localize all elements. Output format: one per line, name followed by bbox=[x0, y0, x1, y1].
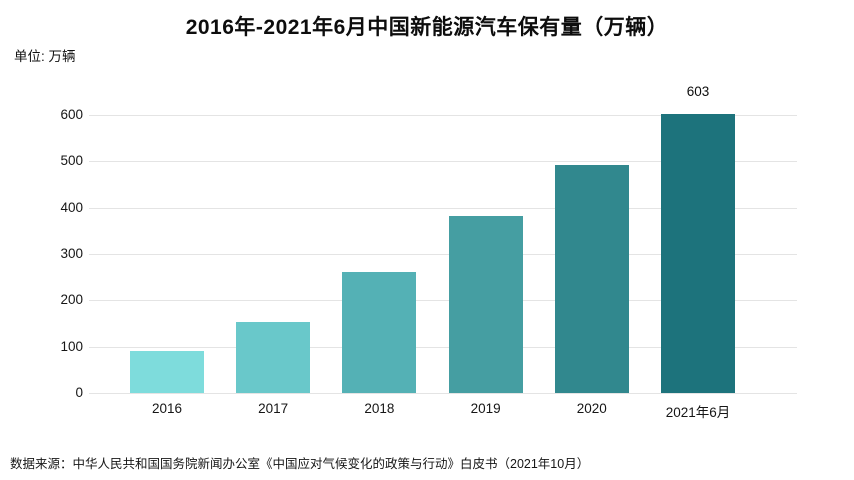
gridline-500 bbox=[89, 161, 797, 163]
bar-2020 bbox=[554, 165, 629, 393]
bar-2018 bbox=[342, 272, 417, 393]
gridline-100 bbox=[89, 346, 797, 348]
bar-2017 bbox=[236, 322, 311, 393]
gridline-600 bbox=[89, 115, 797, 116]
x-tick-label-2018: 2018 bbox=[364, 401, 395, 416]
y-tick-label-200: 200 bbox=[60, 292, 83, 308]
x-tick-label-2020: 2020 bbox=[576, 401, 607, 416]
bar-2019 bbox=[448, 216, 523, 393]
y-tick-label-0: 0 bbox=[75, 385, 83, 400]
bar-2016 bbox=[130, 350, 204, 393]
chart-title: 2016年-2021年6月中国新能源汽车保有量（万辆） bbox=[185, 16, 669, 39]
x-tick-label-2016: 2016 bbox=[151, 401, 183, 416]
y-tick-label-600: 600 bbox=[60, 107, 83, 122]
source-note: 数据来源：中华人民共和国国务院新闻办公室《中国应对气候变化的政策与行动》白皮书（… bbox=[10, 457, 590, 471]
y-axis: 0 100 200 300 400 500 600 bbox=[0, 107, 83, 400]
gridline-300 bbox=[89, 254, 797, 255]
y-tick-label-400: 400 bbox=[60, 199, 83, 215]
bar-value-label-2021年6月: 603 bbox=[686, 83, 710, 99]
plot-area: 2016 2017 2018 2019 2020 2021年6月 603 bbox=[89, 84, 797, 420]
gridline-0 bbox=[89, 393, 797, 394]
x-tick-label-2019: 2019 bbox=[470, 401, 501, 416]
y-tick-label-300: 300 bbox=[60, 246, 83, 261]
x-tick-label-2017: 2017 bbox=[258, 401, 289, 416]
y-tick-label-100: 100 bbox=[60, 338, 83, 354]
y-tick-label-500: 500 bbox=[60, 153, 83, 169]
bar-2021年6月 bbox=[661, 113, 735, 393]
gridline-400 bbox=[89, 207, 797, 209]
x-tick-label-2021年6月: 2021年6月 bbox=[665, 405, 731, 420]
gridline-200 bbox=[89, 300, 797, 302]
unit-label: 单位: 万辆 bbox=[14, 49, 76, 64]
